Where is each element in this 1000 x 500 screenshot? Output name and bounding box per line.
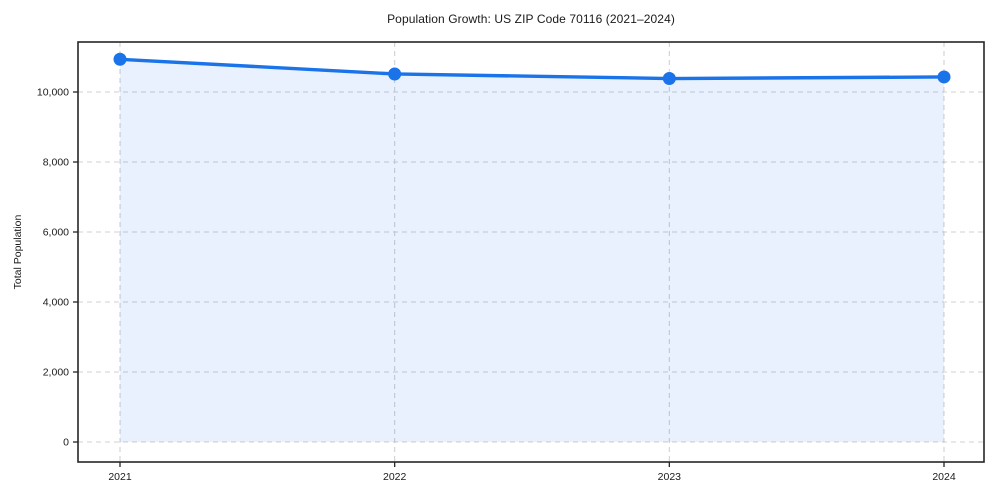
chart-title: Population Growth: US ZIP Code 70116 (20… <box>387 12 675 26</box>
y-tick-label: 8,000 <box>43 157 69 169</box>
y-tick-label: 4,000 <box>43 297 69 309</box>
data-point-marker <box>937 70 951 84</box>
series-line <box>118 57 946 81</box>
data-point-marker <box>113 52 127 66</box>
y-tick-label: 6,000 <box>43 227 69 239</box>
area-fill <box>120 59 944 443</box>
y-tick-label: 0 <box>63 437 69 449</box>
y-tick-label: 2,000 <box>43 367 69 379</box>
plot-border <box>77 41 985 463</box>
data-point-marker <box>662 72 676 86</box>
x-tick-label: 2024 <box>932 471 956 483</box>
x-tick-label: 2021 <box>108 471 132 483</box>
x-tick-label: 2023 <box>658 471 682 483</box>
y-tick-label: 10,000 <box>37 87 69 99</box>
data-point-marker <box>388 67 402 81</box>
x-tick-label: 2022 <box>383 471 407 483</box>
